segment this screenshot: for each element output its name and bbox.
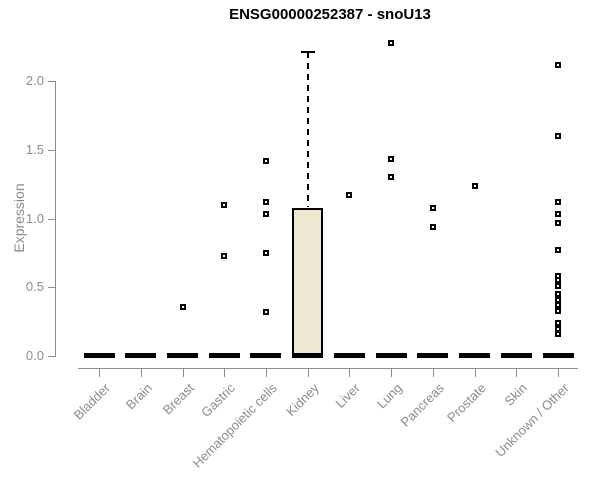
median-bar <box>459 353 491 358</box>
outlier-point <box>429 223 436 230</box>
median-bar <box>125 353 157 358</box>
y-axis-tick-label: 2.0 <box>25 73 44 88</box>
outlier-point <box>388 156 395 163</box>
y-axis-tick <box>48 287 55 289</box>
outlier-point <box>555 296 562 303</box>
y-axis-tick-label: 0.5 <box>25 279 44 295</box>
outlier-point <box>262 309 269 315</box>
outlier-point <box>221 201 228 208</box>
x-axis-tick <box>265 368 267 377</box>
outlier-point <box>555 282 562 289</box>
outlier-point <box>555 247 562 254</box>
median-bar <box>333 353 365 358</box>
outlier-point <box>555 291 562 298</box>
outlier-point <box>555 320 562 326</box>
x-axis-tick <box>432 368 434 377</box>
outlier-point <box>346 192 353 199</box>
x-axis-tick <box>558 368 560 377</box>
outlier-point <box>179 303 186 310</box>
median-bar <box>83 353 115 358</box>
outlier-point <box>555 61 562 68</box>
outlier-point <box>221 252 228 259</box>
outlier-point <box>388 174 395 181</box>
x-axis-tick <box>474 368 476 377</box>
y-axis-tick-label: 1.0 <box>25 210 44 226</box>
x-axis-tick <box>224 368 226 377</box>
whisker-line <box>306 52 309 208</box>
median-bar <box>375 353 407 358</box>
y-axis-tick <box>48 218 55 220</box>
median-bar <box>417 353 449 358</box>
x-axis-tick <box>349 368 351 377</box>
outlier-point <box>555 307 562 314</box>
y-axis-tick-label: 1.5 <box>25 141 44 157</box>
outlier-point <box>555 133 562 139</box>
x-axis-tick <box>140 368 142 377</box>
outlier-point <box>555 211 562 218</box>
outlier-point <box>262 249 269 256</box>
outlier-point <box>555 199 562 205</box>
whisker-cap <box>300 51 315 54</box>
x-axis-tick <box>391 368 393 377</box>
y-axis-tick <box>48 149 55 151</box>
box <box>292 207 324 356</box>
median-bar <box>292 353 324 358</box>
x-axis-tick <box>182 368 184 377</box>
y-axis-tick-label: 0.0 <box>25 348 44 363</box>
x-axis-tick-label: Unknown / Other <box>492 380 572 460</box>
outlier-point <box>555 325 562 332</box>
chart-title: ENSG00000252387 - snoU13 <box>229 6 431 23</box>
y-axis-line <box>55 81 56 357</box>
outlier-point <box>262 199 269 205</box>
outlier-point <box>262 211 269 218</box>
outlier-point <box>429 204 436 211</box>
median-bar <box>208 353 240 358</box>
median-bar <box>167 353 198 358</box>
x-axis-tick <box>99 368 100 377</box>
outlier-point <box>555 331 562 337</box>
outlier-point <box>555 219 562 226</box>
outlier-point <box>262 157 269 164</box>
y-axis-tick <box>48 81 55 82</box>
x-axis-line <box>78 368 578 369</box>
outlier-point <box>555 302 562 309</box>
y-axis-tick <box>48 356 55 357</box>
median-bar <box>542 353 574 358</box>
median-bar <box>250 353 282 358</box>
outlier-point <box>555 277 562 284</box>
x-axis-tick <box>307 368 309 377</box>
outlier-point <box>471 182 478 189</box>
x-axis-tick <box>516 368 518 377</box>
median-bar <box>500 353 532 358</box>
outlier-point <box>388 39 395 46</box>
